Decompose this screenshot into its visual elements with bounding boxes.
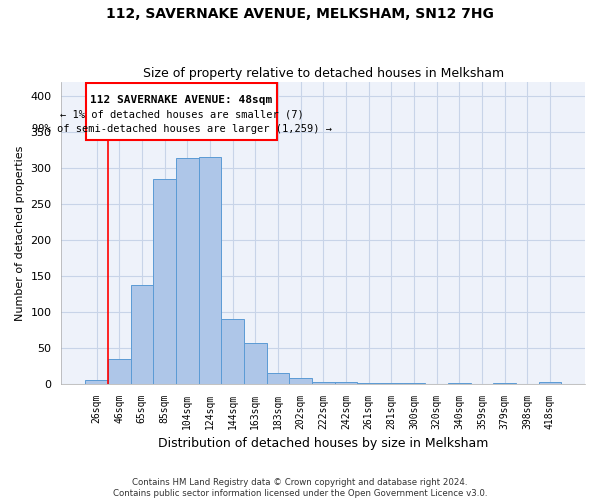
X-axis label: Distribution of detached houses by size in Melksham: Distribution of detached houses by size … [158,437,488,450]
Bar [448,383,470,384]
FancyBboxPatch shape [86,84,277,140]
Bar [403,383,425,384]
Text: 112, SAVERNAKE AVENUE, MELKSHAM, SN12 7HG: 112, SAVERNAKE AVENUE, MELKSHAM, SN12 7H… [106,8,494,22]
Bar [493,383,516,384]
Bar [266,373,289,384]
Bar [312,382,335,384]
Text: 112 SAVERNAKE AVENUE: 48sqm: 112 SAVERNAKE AVENUE: 48sqm [91,95,272,105]
Text: Contains HM Land Registry data © Crown copyright and database right 2024.
Contai: Contains HM Land Registry data © Crown c… [113,478,487,498]
Text: ← 1% of detached houses are smaller (7): ← 1% of detached houses are smaller (7) [59,110,304,120]
Bar [108,358,131,384]
Bar [131,284,153,384]
Bar [380,383,403,384]
Bar [199,156,221,384]
Title: Size of property relative to detached houses in Melksham: Size of property relative to detached ho… [143,66,504,80]
Bar [357,383,380,384]
Bar [289,378,312,384]
Bar [153,179,176,384]
Bar [221,319,244,384]
Text: 99% of semi-detached houses are larger (1,259) →: 99% of semi-detached houses are larger (… [32,124,332,134]
Bar [335,382,357,384]
Bar [539,382,561,384]
Bar [176,158,199,384]
Bar [244,343,266,384]
Bar [85,380,108,384]
Y-axis label: Number of detached properties: Number of detached properties [15,145,25,320]
